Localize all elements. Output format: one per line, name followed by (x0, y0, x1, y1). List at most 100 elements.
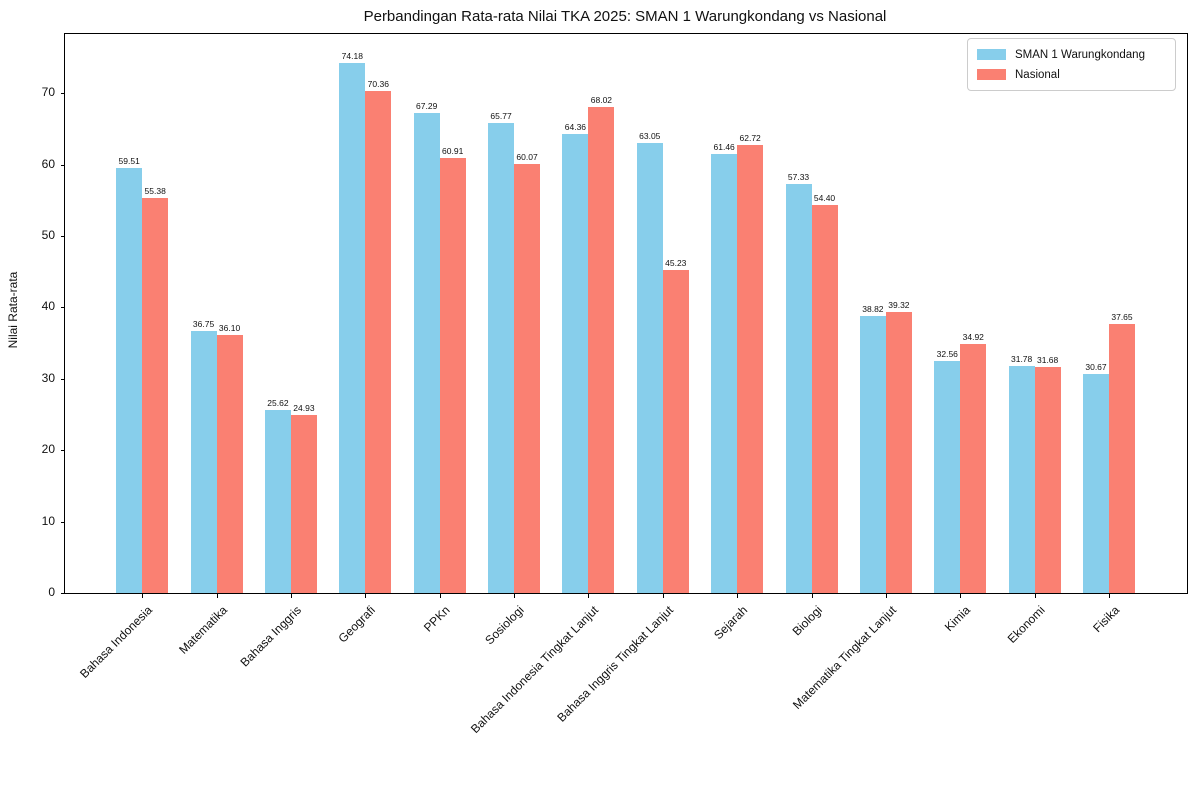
bar-value-label: 39.32 (888, 300, 910, 311)
x-axis-tick (1034, 594, 1036, 598)
x-tick-label: Matematika (175, 603, 230, 657)
bar-value-label: 60.07 (516, 152, 538, 163)
y-axis-tick (61, 450, 65, 452)
bar-value-label: 61.46 (713, 142, 735, 153)
bar-nasional (142, 197, 169, 593)
y-tick-label: 50 (41, 228, 55, 243)
x-tick-label: Kimia (942, 603, 974, 635)
x-axis-tick (439, 594, 441, 598)
bar-value-label: 54.40 (813, 192, 836, 203)
bar-value-label: 36.75 (192, 318, 215, 329)
bar-nasional (960, 343, 987, 593)
bar-sman1-warungkondang (413, 112, 440, 593)
legend-swatch-sman1 (977, 49, 1006, 60)
x-tick-label: PPKn (420, 603, 453, 635)
y-axis-tick (61, 164, 65, 166)
bar-value-label: 64.36 (564, 121, 587, 132)
bar-value-label: 25.62 (267, 398, 289, 409)
x-tick-label: Bahasa Indonesia (77, 603, 156, 681)
y-axis-tick (61, 521, 65, 523)
x-tick-label: Sejarah (710, 603, 751, 643)
bar-value-label: 37.65 (1111, 312, 1133, 323)
bar-nasional (216, 335, 243, 593)
x-tick-label: Bahasa Inggris (237, 603, 304, 670)
y-tick-label: 60 (41, 156, 55, 171)
bar-sman1-warungkondang (1083, 374, 1109, 593)
y-tick-label: 70 (41, 85, 55, 100)
legend-entry-sman1: SMAN 1 Warungkondang (977, 46, 1167, 63)
bar-sman1-warungkondang (116, 168, 143, 593)
bar-sman1-warungkondang (488, 123, 515, 593)
bar-value-label: 68.02 (590, 95, 613, 106)
bar-value-label: 65.77 (490, 111, 512, 122)
x-axis-tick (811, 594, 813, 598)
x-axis-tick (960, 594, 962, 598)
bar-nasional (811, 204, 838, 593)
x-axis-tick (142, 594, 144, 598)
x-axis-tick (365, 594, 367, 598)
y-axis-tick (61, 593, 65, 594)
bar-value-label: 34.92 (962, 331, 984, 342)
legend-label-sman1: SMAN 1 Warungkondang (1015, 48, 1145, 61)
bar-nasional (365, 90, 392, 593)
bar-sman1-warungkondang (636, 142, 663, 593)
bar-sman1-warungkondang (859, 315, 886, 593)
bar-value-label: 45.23 (665, 258, 687, 269)
x-axis-tick (662, 594, 664, 598)
x-tick-label: Ekonomi (1004, 603, 1048, 646)
x-axis-tick (514, 594, 516, 598)
y-tick-label: 30 (41, 370, 55, 385)
bar-nasional (290, 415, 317, 593)
y-tick-label: 20 (41, 442, 55, 457)
bar-sman1-warungkondang (711, 154, 738, 593)
x-axis-tick (290, 594, 292, 598)
bar-sman1-warungkondang (1008, 366, 1035, 593)
bar-value-label: 63.05 (639, 130, 661, 141)
legend-entry-nasional: Nasional (977, 66, 1167, 83)
bar-value-label: 36.10 (218, 323, 241, 334)
bar-value-label: 57.33 (787, 171, 810, 182)
bar-value-label: 32.56 (936, 348, 958, 359)
y-tick-label: 0 (48, 585, 55, 599)
bar-nasional (1109, 324, 1135, 593)
bar-value-label: 70.36 (367, 78, 389, 89)
y-tick-label: 40 (41, 299, 55, 314)
bar-sman1-warungkondang (785, 183, 812, 593)
bar-nasional (737, 145, 764, 593)
x-tick-label: Fisika (1089, 603, 1122, 636)
bar-value-label: 59.51 (118, 156, 140, 167)
bar-sman1-warungkondang (934, 360, 961, 593)
x-tick-label: Biologi (789, 603, 825, 639)
y-axis-tick (61, 93, 65, 95)
legend-swatch-nasional (977, 69, 1006, 80)
bar-value-label: 31.68 (1036, 354, 1059, 365)
bar-value-label: 31.78 (1010, 354, 1033, 365)
bar-sman1-warungkondang (190, 330, 217, 593)
y-axis-label: Nilai Rata-rata (6, 271, 20, 349)
x-axis-tick (737, 594, 739, 598)
x-axis-tick (885, 594, 887, 598)
bar-value-label: 60.91 (442, 146, 464, 157)
bar-value-label: 74.18 (341, 51, 363, 62)
bar-value-label: 67.29 (416, 100, 438, 111)
bar-sman1-warungkondang (264, 410, 291, 593)
bar-sman1-warungkondang (339, 63, 366, 593)
bar-value-label: 55.38 (144, 185, 166, 196)
y-axis-tick (61, 307, 65, 309)
x-tick-label: Bahasa Indonesia Tingkat Lanjut (468, 603, 602, 737)
plot-area: 59.51 55.38 36.75 36.10 25.62 24.93 74.18 70.36… (42, 33, 1188, 736)
bar-nasional (514, 164, 541, 593)
bar-value-label: 24.93 (293, 403, 315, 414)
y-tick-label: 10 (41, 513, 55, 528)
x-tick-label: Sosiologi (482, 603, 527, 648)
y-axis-tick (61, 236, 65, 238)
bar-value-label: 62.72 (739, 133, 761, 144)
bar-value-label: 30.67 (1085, 362, 1107, 373)
chart-title: Perbandingan Rata-rata Nilai TKA 2025: S… (363, 8, 887, 25)
bar-value-label: 38.82 (862, 303, 884, 314)
x-axis-tick (1109, 594, 1110, 598)
x-axis-tick (216, 594, 218, 598)
x-axis-tick (588, 594, 590, 598)
legend: SMAN 1 Warungkondang Nasional (967, 38, 1176, 91)
